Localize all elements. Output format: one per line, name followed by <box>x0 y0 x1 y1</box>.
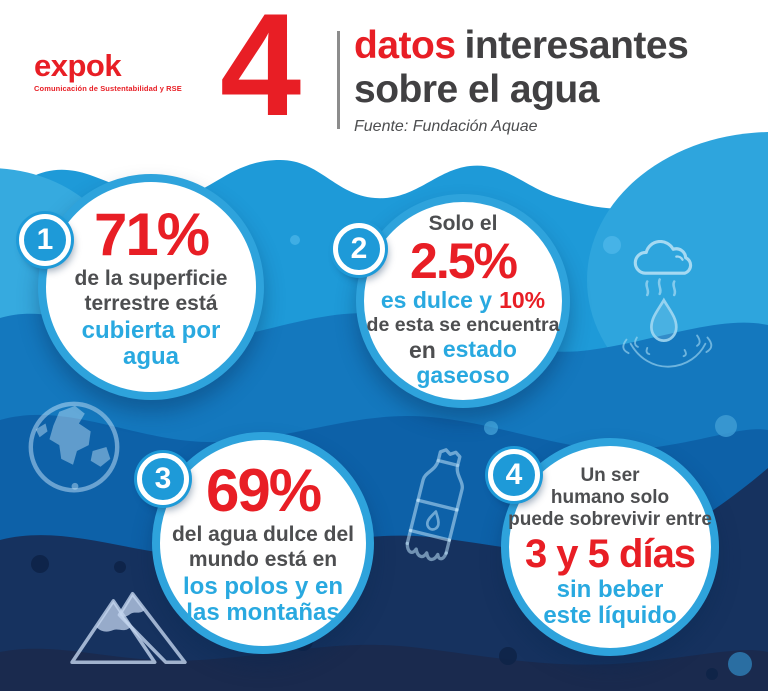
title-line-1: datos interesantes <box>354 24 689 68</box>
water-bottle-icon <box>405 448 464 562</box>
fact-4-text-gray: Un ser humano solo puede sobrevivir entr… <box>508 464 712 531</box>
source-credit: Fuente: Fundación Aquae <box>354 118 538 136</box>
header-divider <box>337 31 340 129</box>
fact-2-mid-red: 10% <box>499 287 546 314</box>
fact-3-text-blue: los polos y en las montañas <box>182 572 344 627</box>
fact-1-text-gray: de la superficie terrestre está <box>74 267 228 315</box>
fact-1-number: 1 <box>36 223 54 256</box>
expok-logo: expok Comunicación de Sustentabilidad y … <box>34 50 182 93</box>
fact-circle-2: Solo el 2.5% es dulce y 10% de esta se e… <box>356 194 570 408</box>
rain-cloud-drop-splash-icon <box>622 240 713 368</box>
fact-3-number-badge: 3 <box>137 453 189 505</box>
fact-2-text-gray: de esta se encuentra <box>366 313 560 336</box>
fact-circle-1: 71% de la superficie terrestre está cubi… <box>38 174 264 400</box>
fact-2-mid-blue: es dulce y <box>380 287 493 314</box>
fact-1-text-blue: cubierta por agua <box>81 316 221 371</box>
title-highlight: datos <box>354 24 456 67</box>
fact-2-number: 2 <box>350 232 368 265</box>
fact-2-tail-blue-1: estado <box>442 335 517 362</box>
fact-2-midline: es dulce y 10% <box>380 287 546 314</box>
fact-2-tailline: en estado <box>409 335 517 363</box>
expok-logo-tagline: Comunicación de Sustentabilidad y RSE <box>34 84 182 93</box>
water-drop <box>650 297 678 342</box>
bubble-glow-bottom <box>728 652 752 676</box>
fact-4-number-badge: 4 <box>488 449 540 501</box>
fact-4-stat: 3 y 5 días <box>524 531 696 576</box>
fact-4-number: 4 <box>505 458 523 491</box>
title-rest: interesantes <box>464 24 689 67</box>
mountains-icon <box>70 591 187 665</box>
title-line-2: sobre el agua <box>354 67 599 111</box>
fact-3-text-gray: del agua dulce del mundo está en <box>171 523 355 571</box>
fact-2-number-badge: 2 <box>333 223 385 275</box>
fact-2-intro: Solo el <box>428 212 498 236</box>
fact-circle-4: Un ser humano solo puede sobrevivir entr… <box>501 438 719 656</box>
bubble-glow-right <box>715 415 737 437</box>
fact-circle-3: 69% del agua dulce del mundo está en los… <box>152 432 374 654</box>
fact-2-tail-blue-2: gaseoso <box>416 362 510 389</box>
header-title: datos interesantes sobre el agua Fuente: … <box>354 24 689 136</box>
fact-2-tail-gray: en <box>409 336 436 363</box>
wave-darkest <box>0 644 768 691</box>
fact-1-stat: 71% <box>93 201 210 269</box>
header-count: 4 <box>220 0 301 146</box>
globe-icon <box>28 401 120 493</box>
fact-1-number-badge: 1 <box>19 214 71 266</box>
expok-logo-text: expok <box>34 48 122 83</box>
fact-2-stat: 2.5% <box>410 233 518 290</box>
fact-3-stat: 69% <box>205 457 322 525</box>
fact-3-number: 3 <box>154 462 172 495</box>
fact-4-text-blue: sin beber este líquido <box>543 575 677 630</box>
